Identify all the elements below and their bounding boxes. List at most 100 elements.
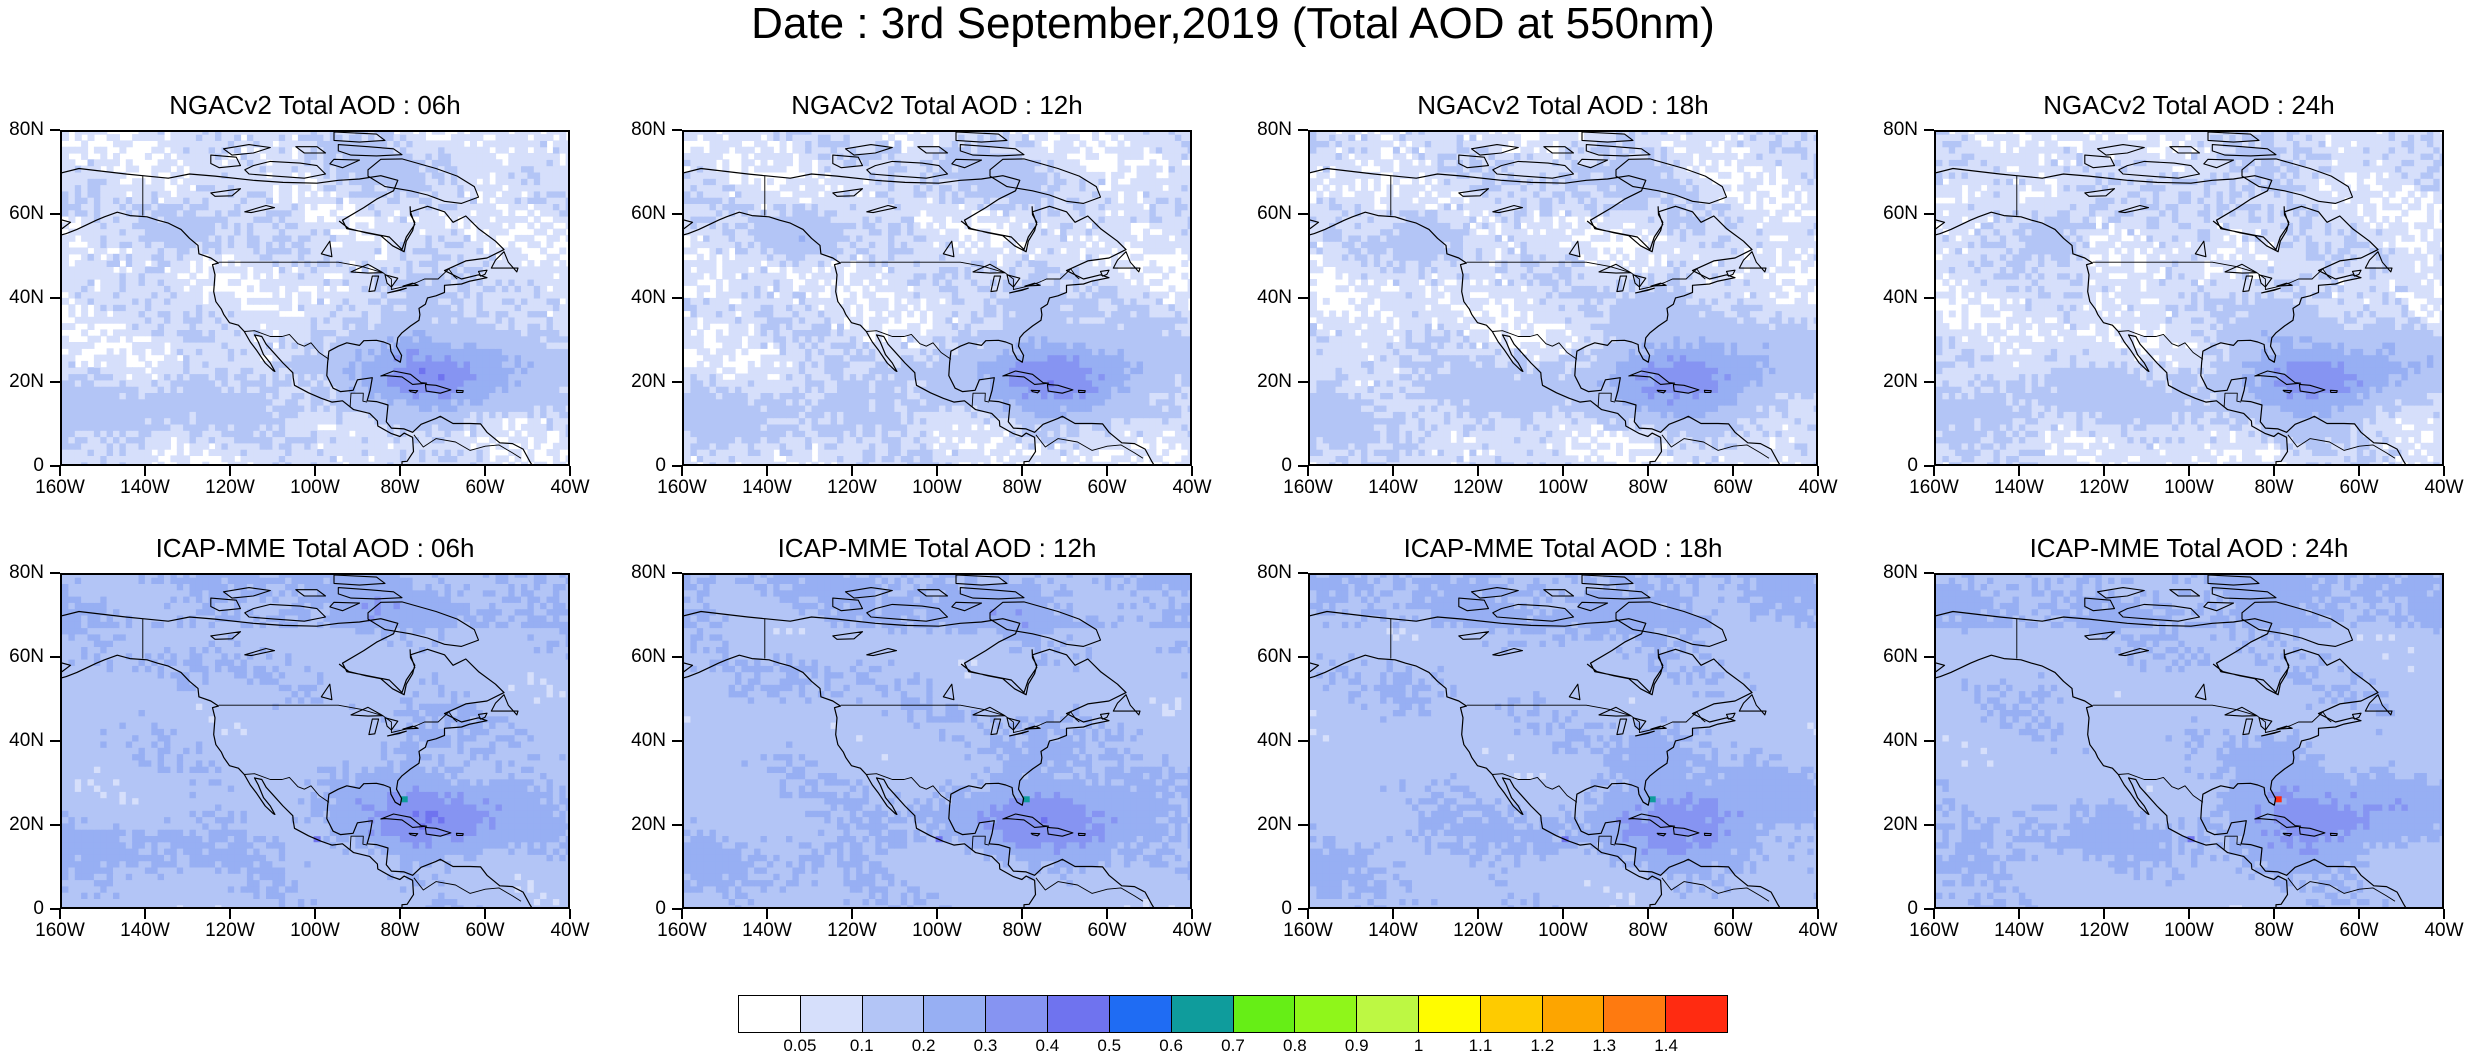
colorbar-label: 0.4 — [1017, 1036, 1077, 1056]
lon-tick — [1307, 909, 1309, 919]
lon-tick — [1392, 466, 1394, 476]
aod-map — [1934, 573, 2444, 909]
lon-tick-label: 160W — [1899, 921, 1969, 941]
lon-tick — [1307, 466, 1309, 476]
political-border — [1661, 877, 1770, 902]
lat-tick-label: 40N — [0, 731, 44, 751]
lon-tick — [1021, 466, 1023, 476]
political-border — [971, 835, 990, 851]
lat-tick-label: 20N — [1240, 815, 1292, 835]
lon-tick — [484, 466, 486, 476]
political-border — [2287, 434, 2396, 459]
lon-tick — [59, 909, 61, 919]
lat-tick — [1924, 465, 1934, 467]
political-border — [1035, 434, 1144, 459]
lon-tick-label: 100W — [1528, 478, 1598, 498]
lon-tick-label: 40W — [535, 478, 605, 498]
lat-tick-label: 0 — [1240, 456, 1292, 476]
lat-tick-label: 20N — [614, 372, 666, 392]
colorbar-swatch — [1233, 996, 1296, 1032]
lon-tick — [1647, 909, 1649, 919]
lat-tick — [672, 908, 682, 910]
political-border — [1597, 835, 1616, 851]
political-border — [2223, 835, 2242, 851]
lat-tick-label: 0 — [614, 899, 666, 919]
lon-tick — [851, 466, 853, 476]
lat-tick — [1298, 297, 1308, 299]
lon-tick-label: 100W — [2154, 478, 2224, 498]
political-border — [866, 773, 952, 803]
lon-tick-label: 80W — [365, 921, 435, 941]
lon-tick — [766, 909, 768, 919]
lon-tick-label: 120W — [1443, 921, 1513, 941]
aod-map — [60, 130, 570, 466]
lat-tick — [672, 465, 682, 467]
lon-tick — [2443, 909, 2445, 919]
lat-tick-label: 80N — [1240, 563, 1292, 583]
lon-tick-label: 80W — [987, 921, 1057, 941]
lat-tick — [50, 465, 60, 467]
colorbar-swatch — [1171, 996, 1234, 1032]
lon-tick — [1191, 466, 1193, 476]
lon-tick-label: 120W — [817, 478, 887, 498]
lon-tick-label: 160W — [1273, 478, 1343, 498]
colorbar-swatch — [1542, 996, 1605, 1032]
colorbar-label: 1 — [1389, 1036, 1449, 1056]
figure-title: Date : 3rd September,2019 (Total AOD at … — [0, 2, 2466, 46]
political-border — [1466, 261, 1706, 290]
lon-tick-label: 60W — [450, 921, 520, 941]
lon-tick — [1933, 466, 1935, 476]
coastline — [684, 610, 1155, 907]
political-border — [1597, 392, 1616, 408]
lon-tick — [1562, 909, 1564, 919]
lon-tick-label: 140W — [1358, 921, 1428, 941]
map-panel-icap-1: ICAP-MME Total AOD : 12h 80N 60N 40N 20N 0 160… — [622, 533, 1242, 973]
lat-tick — [50, 297, 60, 299]
lon-tick-label: 80W — [365, 478, 435, 498]
lat-tick-label: 0 — [614, 456, 666, 476]
lon-tick-label: 140W — [732, 478, 802, 498]
colorbar-label: 0.5 — [1079, 1036, 1139, 1056]
lon-tick-label: 40W — [1157, 921, 1227, 941]
lat-tick-label: 80N — [0, 120, 44, 140]
coastline — [1310, 167, 1781, 464]
aod-field — [1310, 132, 1816, 464]
panel-title: NGACv2 Total AOD : 24h — [1934, 90, 2444, 120]
lon-tick — [2358, 466, 2360, 476]
lon-tick-label: 160W — [1899, 478, 1969, 498]
lon-tick — [1732, 909, 1734, 919]
lon-tick — [484, 909, 486, 919]
lon-tick-label: 40W — [1783, 921, 1853, 941]
lat-tick-label: 40N — [614, 731, 666, 751]
lon-tick — [2443, 466, 2445, 476]
lat-tick — [672, 572, 682, 574]
lon-tick-label: 160W — [647, 921, 717, 941]
lon-tick-label: 140W — [1984, 921, 2054, 941]
colorbar-swatch — [800, 996, 863, 1032]
lon-tick — [2273, 466, 2275, 476]
lon-tick-label: 160W — [1273, 921, 1343, 941]
political-border — [2223, 392, 2242, 408]
lat-tick — [50, 213, 60, 215]
coastline — [62, 610, 533, 907]
political-border — [840, 704, 1080, 733]
lat-tick — [1924, 129, 1934, 131]
lat-tick — [1924, 381, 1934, 383]
coastline — [1936, 167, 2407, 464]
lon-tick-label: 100W — [280, 478, 350, 498]
lon-tick — [399, 466, 401, 476]
lat-tick-label: 60N — [1866, 647, 1918, 667]
colorbar-label: 0.05 — [770, 1036, 830, 1056]
lon-tick — [2188, 909, 2190, 919]
lat-tick — [672, 824, 682, 826]
political-border — [840, 261, 1080, 290]
lat-tick-label: 0 — [0, 899, 44, 919]
lat-tick-label: 20N — [614, 815, 666, 835]
lon-tick-label: 120W — [195, 921, 265, 941]
lon-tick — [2188, 466, 2190, 476]
lat-tick-label: 60N — [0, 204, 44, 224]
coastline — [1936, 610, 2407, 907]
lon-tick-label: 40W — [2409, 478, 2466, 498]
lat-tick-label: 80N — [1866, 120, 1918, 140]
political-border — [2092, 704, 2332, 733]
